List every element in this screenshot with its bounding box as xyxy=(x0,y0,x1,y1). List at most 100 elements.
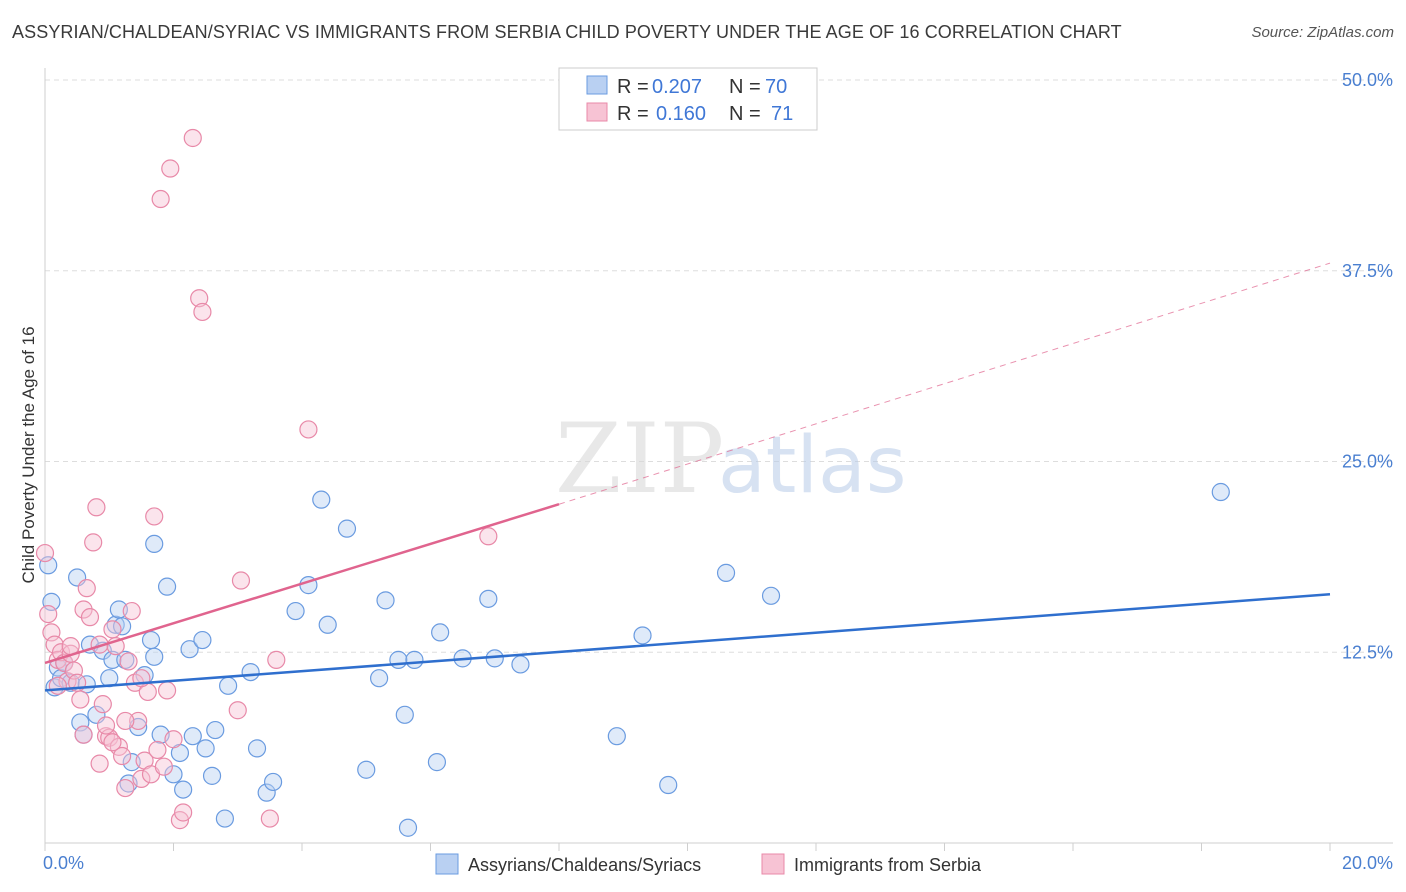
series-0-point-50 xyxy=(370,669,389,688)
series-0-point-43 xyxy=(263,772,283,792)
series-legend-swatch-blue xyxy=(435,853,459,875)
series-layer xyxy=(35,128,1230,837)
series-1-trend-line xyxy=(44,503,560,665)
series-1-point-43 xyxy=(183,128,202,148)
tick-labels: 12.5% 25.0% 37.5% 50.0% 0.0% 20.0% xyxy=(43,70,1393,873)
series-0-point-67 xyxy=(1211,482,1230,502)
series-legend: Assyrians/Chaldeans/Syriacs Immigrants f… xyxy=(435,853,982,875)
series-0-point-47 xyxy=(318,615,337,634)
axes xyxy=(44,68,1393,851)
series-legend-label-blue: Assyrians/Chaldeans/Syriacs xyxy=(468,855,701,875)
legend-swatch-blue xyxy=(586,75,608,95)
series-1-point-3 xyxy=(45,635,64,654)
series-1-point-53 xyxy=(90,754,109,773)
legend-n-value-1: 70 xyxy=(765,76,787,98)
series-0-point-46 xyxy=(312,490,331,509)
series-0-point-51 xyxy=(376,591,395,610)
series-1-point-24 xyxy=(112,746,132,766)
series-1-point-51 xyxy=(479,527,498,546)
series-1-point-16 xyxy=(87,498,106,517)
series-0-point-55 xyxy=(405,650,424,669)
series-0-point-24 xyxy=(141,630,161,650)
series-1-point-27 xyxy=(122,601,141,621)
series-1-point-29 xyxy=(129,711,148,731)
series-1-point-52 xyxy=(74,725,93,744)
series-0-point-38 xyxy=(215,809,234,828)
series-1-point-48 xyxy=(267,650,286,669)
series-1-point-44 xyxy=(190,289,209,308)
series-1-point-0 xyxy=(35,543,55,563)
y-tick-label-0: 12.5% xyxy=(1342,642,1393,662)
legend-swatch-pink xyxy=(586,102,608,122)
series-1-point-35 xyxy=(148,740,167,760)
series-0-point-48 xyxy=(337,519,357,538)
stats-legend: R = 0.207 N = 70 R = 0.160 N = 71 xyxy=(558,67,818,131)
x-tick-label-1: 20.0% xyxy=(1342,853,1393,873)
series-0-point-15 xyxy=(103,650,122,669)
series-1-point-39 xyxy=(161,159,180,178)
watermark-zip: ZIP xyxy=(555,403,724,515)
series-1-point-59 xyxy=(48,676,67,695)
series-0-point-32 xyxy=(180,640,199,659)
series-0-point-57 xyxy=(431,623,450,642)
series-1-trend-extension xyxy=(558,262,1331,505)
legend-r-label-1: R = xyxy=(617,76,649,98)
series-0-point-26 xyxy=(145,534,164,554)
grid-lines xyxy=(45,79,1393,653)
series-0-point-61 xyxy=(511,655,530,674)
series-0-point-66 xyxy=(761,586,781,605)
watermark: ZIP atlas xyxy=(555,403,907,515)
series-1-point-49 xyxy=(260,809,279,828)
series-0-point-28 xyxy=(157,577,177,596)
series-1-point-30 xyxy=(132,769,151,789)
series-0-point-31 xyxy=(174,780,193,799)
y-tick-label-2: 37.5% xyxy=(1342,261,1393,281)
series-1-points xyxy=(35,128,498,830)
series-0-point-34 xyxy=(193,630,212,650)
series-1-point-18 xyxy=(93,695,112,714)
chart-title: ASSYRIAN/CHALDEAN/SYRIAC VS IMMIGRANTS F… xyxy=(12,22,1122,42)
legend-r-value-1: 0.207 xyxy=(652,76,702,98)
series-1-point-11 xyxy=(71,690,90,709)
series-0-point-62 xyxy=(607,727,626,746)
series-0-point-44 xyxy=(286,601,305,621)
x-tick-label-0: 0.0% xyxy=(43,853,84,873)
series-legend-label-pink: Immigrants from Serbia xyxy=(794,855,982,875)
series-1-point-15 xyxy=(84,533,103,552)
legend-n-value-2: 71 xyxy=(771,103,793,125)
y-axis-label: Child Poverty Under the Age of 16 xyxy=(19,326,38,583)
series-0-point-54 xyxy=(395,705,414,724)
watermark-atlas: atlas xyxy=(718,421,907,511)
series-1-point-14 xyxy=(80,608,100,627)
legend-n-label-2: N = xyxy=(729,103,761,125)
series-0-point-42 xyxy=(257,783,276,802)
series-1-point-50 xyxy=(299,420,318,439)
source-credit: Source: ZipAtlas.com xyxy=(1251,24,1394,41)
series-1-point-26 xyxy=(119,652,138,671)
y-tick-label-1: 25.0% xyxy=(1342,452,1393,472)
series-1-point-12 xyxy=(74,600,93,619)
series-0-point-37 xyxy=(206,720,225,740)
series-0-point-63 xyxy=(633,626,652,645)
series-1-point-25 xyxy=(116,778,135,798)
series-1-point-34 xyxy=(145,507,164,526)
series-1-point-1 xyxy=(39,604,58,624)
legend-n-label-1: N = xyxy=(729,76,761,98)
legend-r-value-2: 0.160 xyxy=(656,103,706,125)
y-tick-label-3: 50.0% xyxy=(1342,70,1393,90)
series-1-point-42 xyxy=(174,803,193,822)
series-0-point-36 xyxy=(202,766,222,785)
series-0-point-40 xyxy=(241,662,260,682)
series-1-point-55 xyxy=(103,733,122,752)
series-1-point-54 xyxy=(96,716,116,735)
series-0-point-29 xyxy=(164,765,183,784)
series-1-point-40 xyxy=(164,730,183,749)
series-0-trend-line xyxy=(44,593,1331,692)
series-0-point-49 xyxy=(357,760,376,779)
series-0-point-25 xyxy=(145,647,164,666)
series-0-point-41 xyxy=(247,739,267,758)
series-0-point-35 xyxy=(196,739,215,758)
series-0-point-39 xyxy=(219,676,238,695)
series-1-point-47 xyxy=(231,571,251,590)
